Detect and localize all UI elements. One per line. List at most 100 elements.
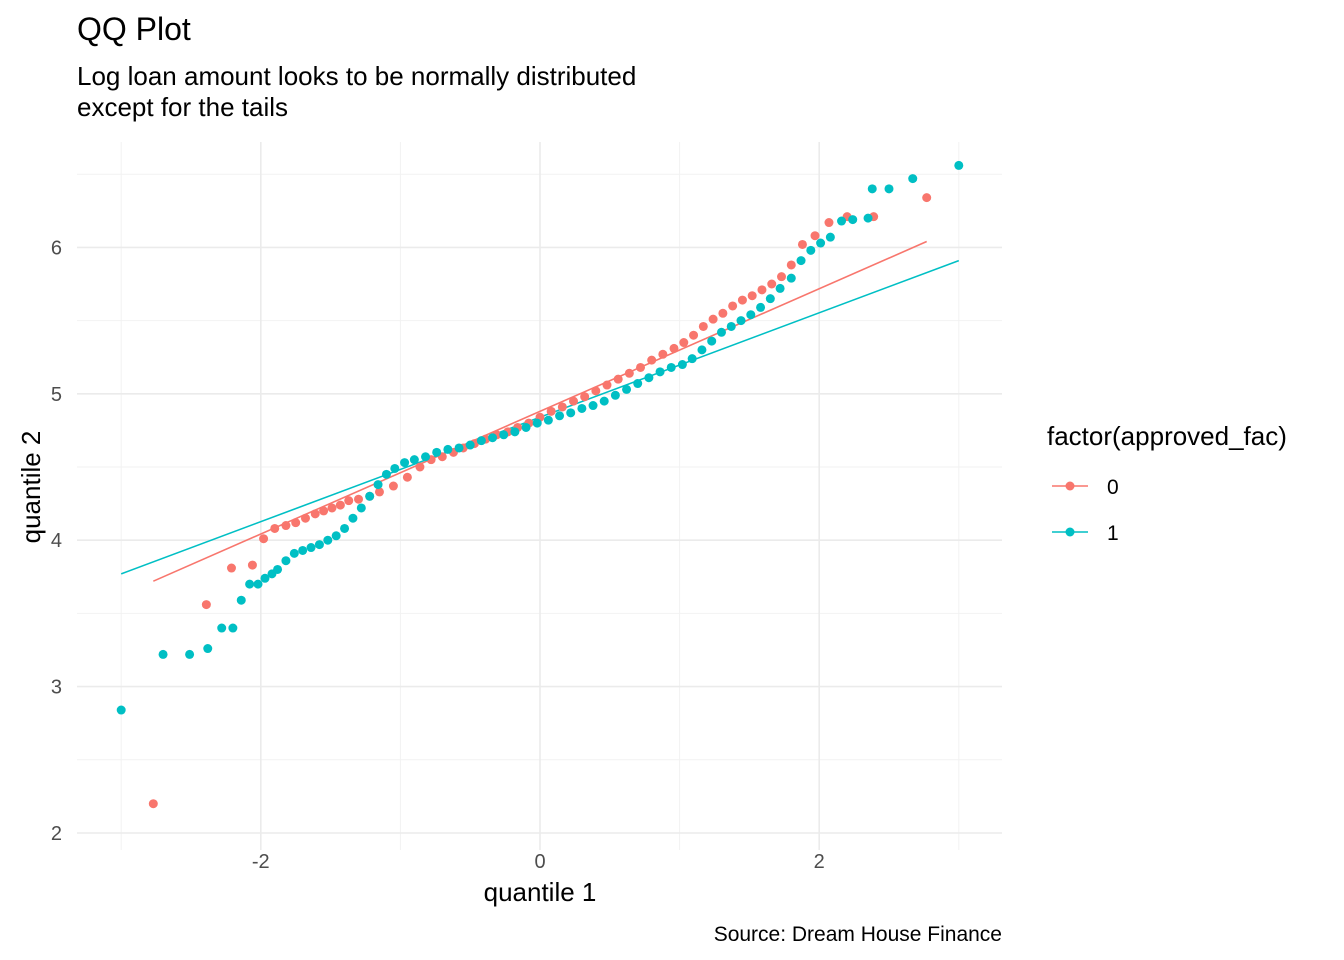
- point-series-1: [756, 302, 766, 312]
- point-series-1: [644, 373, 654, 383]
- point-series-0: [327, 503, 337, 513]
- point-series-0: [669, 343, 679, 353]
- point-series-1: [323, 535, 333, 545]
- point-series-1: [884, 184, 894, 194]
- point-series-1: [340, 523, 350, 533]
- point-series-0: [591, 386, 601, 396]
- point-series-0: [922, 193, 932, 203]
- point-series-0: [797, 239, 807, 249]
- point-series-0: [777, 272, 787, 282]
- point-series-1: [409, 455, 419, 465]
- point-series-0: [689, 330, 699, 340]
- point-series-1: [465, 440, 475, 450]
- point-series-1: [716, 327, 726, 337]
- point-series-1: [908, 174, 918, 184]
- legend-label-0: 0: [1107, 476, 1119, 499]
- point-series-0: [824, 218, 834, 228]
- point-series-1: [775, 283, 785, 293]
- chart-subtitle-line-1: Log loan amount looks to be normally dis…: [77, 61, 637, 91]
- legend-key-dot-1: [1065, 527, 1075, 537]
- point-series-0: [636, 362, 646, 372]
- point-series-0: [580, 392, 590, 402]
- point-series-1: [289, 548, 299, 558]
- point-series-0: [310, 509, 320, 519]
- point-series-1: [532, 418, 542, 428]
- point-series-1: [746, 310, 756, 320]
- y-tick-label: 6: [51, 237, 62, 259]
- point-series-1: [726, 321, 736, 331]
- point-series-1: [356, 503, 366, 513]
- point-series-1: [298, 545, 308, 555]
- point-series-1: [158, 649, 168, 659]
- point-series-1: [260, 573, 270, 583]
- x-axis-label: quantile 1: [484, 877, 597, 907]
- point-series-0: [624, 368, 634, 378]
- point-series-0: [698, 321, 708, 331]
- point-series-1: [796, 256, 806, 266]
- point-series-0: [737, 295, 747, 305]
- point-series-0: [148, 799, 158, 809]
- point-series-1: [476, 436, 486, 446]
- y-tick-label: 2: [51, 823, 62, 845]
- y-tick-label: 5: [51, 384, 62, 406]
- legend-title: factor(approved_fac): [1047, 421, 1287, 451]
- point-series-0: [335, 500, 345, 510]
- point-series-0: [226, 563, 236, 573]
- point-series-1: [245, 579, 255, 589]
- chart-subtitle: Log loan amount looks to be normally dis…: [77, 61, 636, 123]
- point-series-1: [555, 411, 565, 421]
- legend-key-dot-0: [1065, 481, 1075, 491]
- point-series-0: [354, 494, 364, 504]
- point-series-0: [602, 380, 612, 390]
- point-series-1: [677, 360, 687, 370]
- point-series-1: [253, 579, 263, 589]
- point-series-1: [488, 433, 498, 443]
- point-series-1: [454, 443, 464, 453]
- point-series-1: [566, 408, 576, 418]
- point-series-1: [381, 469, 391, 479]
- point-series-1: [116, 705, 126, 715]
- point-series-1: [236, 595, 246, 605]
- point-series-1: [203, 644, 213, 654]
- point-series-1: [217, 623, 227, 633]
- point-series-1: [697, 345, 707, 355]
- point-series-1: [314, 540, 324, 550]
- point-series-1: [863, 213, 873, 223]
- legend-label-1: 1: [1107, 522, 1119, 545]
- point-series-0: [557, 402, 567, 412]
- point-series-1: [348, 513, 358, 523]
- point-series-1: [837, 216, 847, 226]
- chart-title: QQ Plot: [77, 11, 191, 47]
- point-series-1: [521, 422, 531, 432]
- point-series-1: [666, 362, 676, 372]
- x-tick-label: 2: [814, 851, 825, 873]
- point-series-1: [707, 336, 717, 346]
- point-series-0: [728, 301, 738, 311]
- point-series-1: [432, 447, 442, 457]
- point-series-0: [757, 285, 767, 295]
- point-series-0: [679, 338, 689, 348]
- y-axis-label: quantile 2: [16, 431, 46, 544]
- point-series-1: [816, 238, 826, 248]
- point-series-1: [806, 245, 816, 255]
- y-tick-label: 4: [51, 530, 62, 552]
- point-series-1: [443, 444, 453, 454]
- point-series-0: [247, 560, 257, 570]
- point-series-0: [300, 513, 310, 523]
- point-series-1: [786, 273, 796, 283]
- point-series-1: [610, 390, 620, 400]
- point-series-1: [281, 556, 291, 566]
- point-series-1: [273, 564, 283, 574]
- point-series-0: [613, 374, 623, 384]
- point-series-0: [402, 472, 412, 482]
- point-series-1: [599, 396, 609, 406]
- legend: factor(approved_fac) 0 1: [1047, 421, 1287, 545]
- data-points: [116, 160, 964, 809]
- point-series-0: [374, 487, 384, 497]
- point-series-0: [546, 406, 556, 416]
- point-series-1: [390, 463, 400, 473]
- point-series-1: [543, 415, 553, 425]
- point-series-1: [185, 649, 195, 659]
- point-series-0: [767, 279, 777, 289]
- point-series-1: [228, 623, 238, 633]
